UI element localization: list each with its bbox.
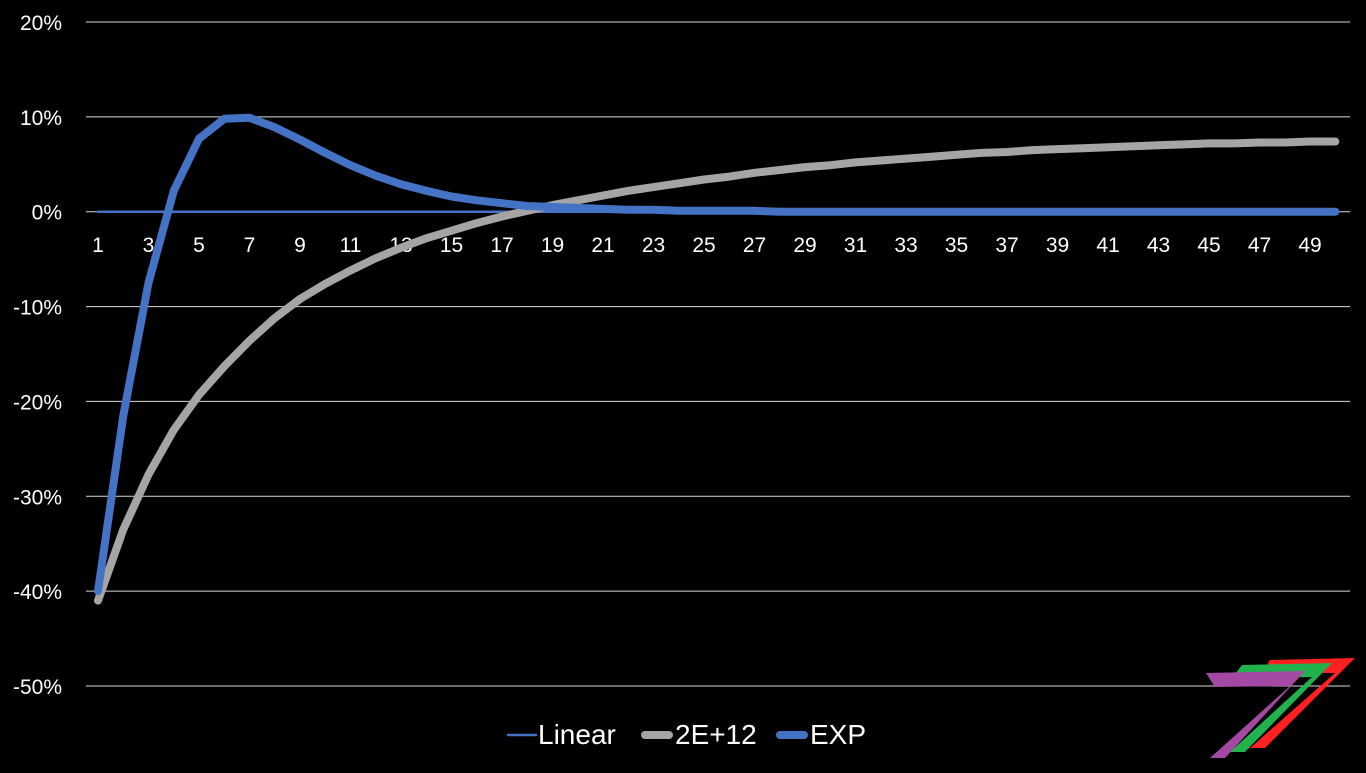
y-tick-label: -20% xyxy=(13,391,62,414)
logo-purple-stripe xyxy=(1206,671,1305,758)
x-tick-label: 19 xyxy=(541,234,564,257)
y-tick-label: -10% xyxy=(13,297,62,320)
series-line-exp xyxy=(94,113,1340,596)
legend-label: EXP xyxy=(810,719,866,750)
y-tick-label: 10% xyxy=(20,107,62,130)
x-tick-label: 33 xyxy=(894,234,917,257)
legend-label: Linear xyxy=(538,719,616,750)
legend: Linear 2E+12 EXP xyxy=(506,719,866,750)
stylized-seven-logo xyxy=(1206,658,1355,758)
y-tick-label: -50% xyxy=(13,676,62,699)
y-tick-label: -40% xyxy=(13,581,62,604)
x-tick-label: 5 xyxy=(193,234,205,257)
x-tick-label: 47 xyxy=(1248,234,1271,257)
x-tick-label: 3 xyxy=(143,234,155,257)
x-tick-label: 15 xyxy=(440,234,463,257)
x-tick-label: 45 xyxy=(1197,234,1220,257)
logo-green-stripe xyxy=(1230,663,1332,752)
x-tick-label: 31 xyxy=(844,234,867,257)
y-tick-label: 20% xyxy=(20,12,62,35)
x-tick-label: 41 xyxy=(1096,234,1119,257)
legend-label: 2E+12 xyxy=(675,719,757,750)
gridlines xyxy=(86,21,1350,687)
x-tick-label: 49 xyxy=(1298,234,1321,257)
x-tick-label: 35 xyxy=(945,234,968,257)
x-tick-label: 9 xyxy=(294,234,306,257)
x-tick-label: 7 xyxy=(244,234,256,257)
x-tick-label: 11 xyxy=(340,234,362,257)
y-tick-label: 0% xyxy=(32,202,62,225)
y-axis-tick-labels: 20% 10% 0% -10% -20% -30% -40% -50% xyxy=(13,12,62,699)
x-tick-label: 39 xyxy=(1046,234,1069,257)
logo-red-stripe xyxy=(1250,658,1355,748)
x-tick-label: 37 xyxy=(995,234,1018,257)
x-axis-tick-labels: 1 3 5 7 9 11 13 15 17 19 21 23 25 27 29 31 33 35 37 39 41 43 4… xyxy=(92,234,1322,257)
y-tick-label: -30% xyxy=(13,486,62,509)
series-line-2e-12 xyxy=(94,137,1340,605)
x-tick-label: 23 xyxy=(642,234,665,257)
x-tick-label: 27 xyxy=(743,234,766,257)
x-tick-label: 29 xyxy=(793,234,816,257)
x-tick-label: 25 xyxy=(692,234,715,257)
series-lines xyxy=(94,113,1340,605)
x-tick-label: 21 xyxy=(591,234,614,257)
x-tick-label: 43 xyxy=(1147,234,1170,257)
x-tick-label: 1 xyxy=(92,234,104,257)
x-tick-label: 17 xyxy=(490,234,513,257)
